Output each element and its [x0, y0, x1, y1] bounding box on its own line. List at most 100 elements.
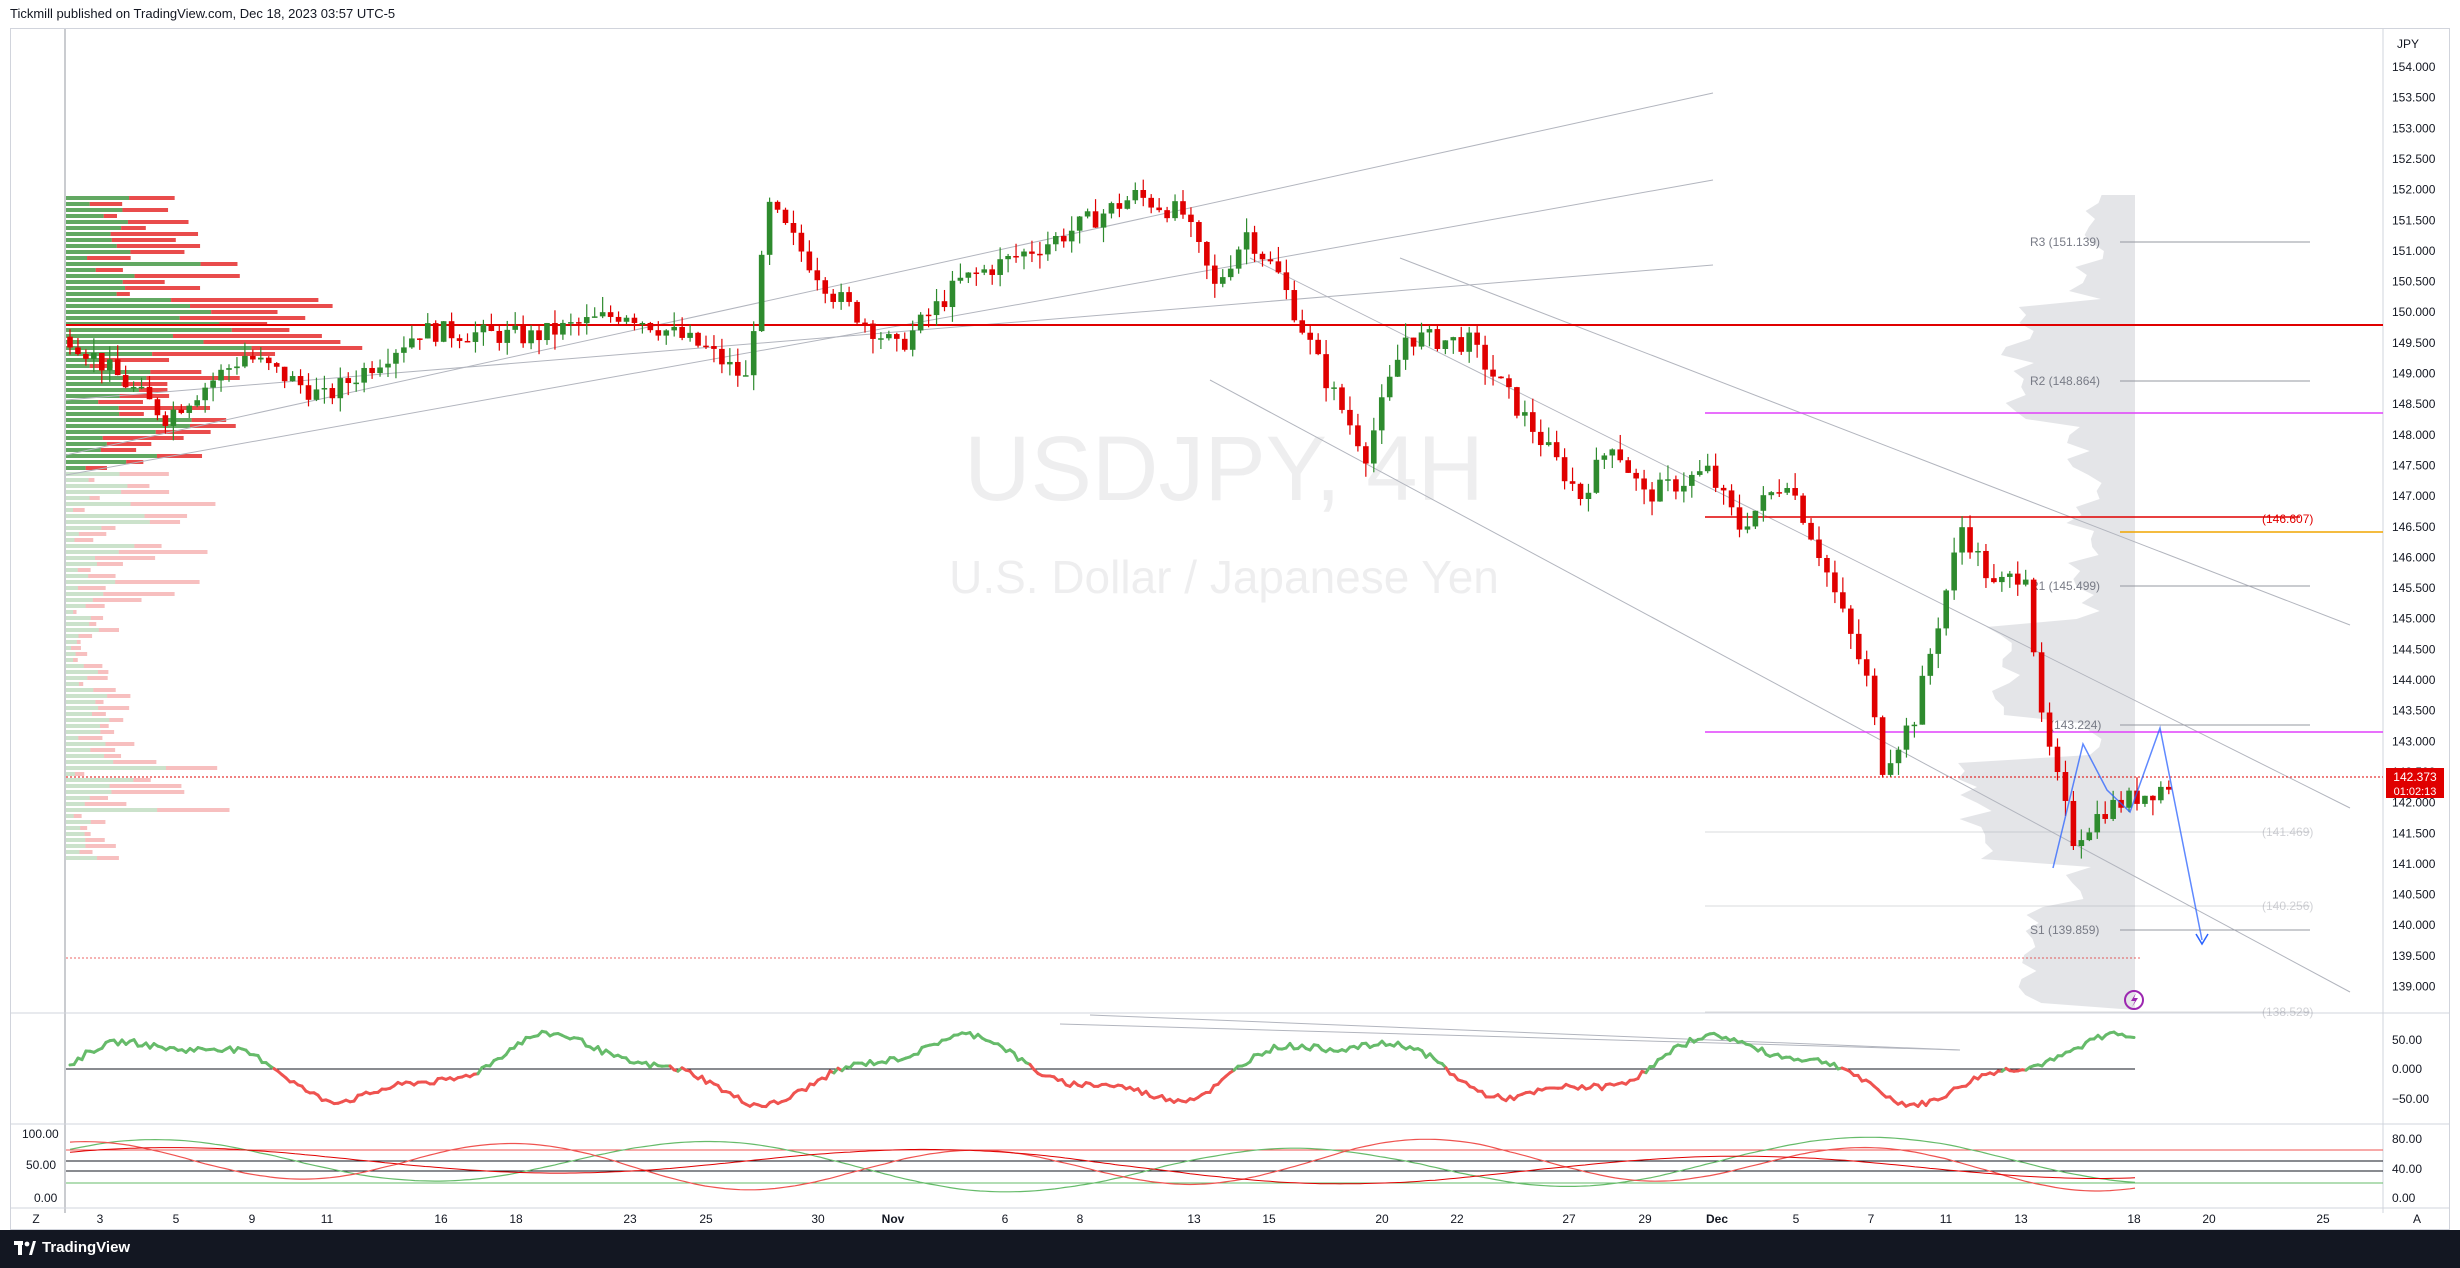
pivot-label: (146.607)	[2262, 512, 2313, 526]
candle-body	[1625, 460, 1631, 473]
candle-body	[854, 301, 860, 323]
price-tick: 139.500	[2392, 949, 2436, 963]
time-tick: Dec	[1706, 1212, 1728, 1226]
candle-body	[448, 321, 455, 339]
price-tick: 148.500	[2392, 397, 2436, 411]
candle-body	[599, 312, 606, 317]
candle-body	[432, 323, 439, 342]
candle-body	[1609, 449, 1616, 456]
candle-body	[1736, 507, 1743, 530]
auto-scale-toggle-a[interactable]: A	[2413, 1212, 2421, 1226]
candle-body	[1855, 633, 1862, 660]
candle-body	[623, 317, 630, 322]
osc2-left-0: 0.00	[34, 1191, 58, 1205]
candle-body	[2102, 814, 2108, 819]
candle-body	[385, 363, 391, 368]
candle-body	[1363, 446, 1369, 464]
candle-body	[687, 332, 693, 338]
candle-body	[782, 209, 789, 224]
candle-body	[2134, 790, 2140, 804]
candle-body	[281, 366, 288, 382]
candle-body	[2070, 800, 2077, 847]
candle-body	[1100, 213, 1107, 228]
price-axis[interactable]: JPY 154.000 153.500 153.000 152.500 152.000 1…	[2392, 37, 2436, 994]
candle-body	[258, 357, 264, 360]
chart-canvas[interactable]: USDJPY, 4H U.S. Dollar / Japanese Yen R3…	[0, 0, 2460, 1230]
pivot-label: S1 (139.859)	[2030, 923, 2099, 937]
candle-body	[2038, 652, 2045, 713]
pivot-label: (140.256)	[2262, 899, 2313, 913]
osc1-axis-50: 50.00	[2392, 1033, 2422, 1047]
candle-body	[1911, 724, 1918, 727]
time-tick: Nov	[882, 1212, 905, 1226]
candle-body	[106, 359, 113, 371]
brand[interactable]: TradingView	[14, 1239, 130, 1256]
osc1-axis-neg50: −50.00	[2392, 1092, 2429, 1106]
candle-body	[67, 336, 73, 348]
pivot-label: (141.469)	[2262, 825, 2313, 839]
price-tick: 147.500	[2392, 458, 2436, 472]
zoom-toggle-z[interactable]: Z	[32, 1212, 39, 1226]
candle-body	[1235, 249, 1242, 269]
candle-body	[393, 352, 399, 364]
candle-body	[329, 388, 336, 399]
candle-body	[1259, 253, 1266, 260]
trend-channels	[65, 92, 2351, 1051]
candle-body	[1530, 412, 1536, 432]
candle-body	[297, 376, 304, 386]
candle-body	[973, 272, 980, 275]
candle-body	[989, 269, 995, 275]
time-tick: 5	[1793, 1212, 1800, 1226]
candle-body	[1466, 332, 1472, 352]
price-tick: 152.500	[2392, 152, 2436, 166]
candle-body	[1243, 232, 1250, 250]
candle-body	[758, 254, 765, 332]
candle-body	[361, 367, 367, 383]
candle-body	[1712, 465, 1719, 488]
time-tick: 8	[1077, 1212, 1084, 1226]
candle-body	[417, 338, 423, 340]
candle-body	[1768, 492, 1775, 496]
candle-body	[480, 324, 487, 333]
candle-body	[1339, 387, 1345, 410]
candle-body	[1832, 572, 1838, 593]
candle-body	[1227, 268, 1234, 278]
candle-body	[1696, 471, 1703, 475]
pivot-label: (143.224)	[2050, 718, 2101, 732]
candle-body	[790, 223, 797, 233]
candle-body	[1156, 207, 1162, 211]
candle-body	[1720, 487, 1727, 491]
price-tick: 148.000	[2392, 428, 2436, 442]
candle-body	[1951, 552, 1957, 591]
alert-icon[interactable]	[2124, 990, 2144, 1010]
time-tick: 30	[811, 1212, 825, 1226]
momentum-oscillator-pane	[66, 1023, 2136, 1109]
candle-body	[1967, 527, 1973, 553]
time-tick: 6	[1002, 1212, 1009, 1226]
candle-body	[1450, 337, 1457, 341]
candle-body	[544, 322, 550, 341]
price-tick: 154.000	[2392, 60, 2436, 74]
candle-body	[727, 361, 733, 365]
candle-body	[742, 375, 749, 377]
price-tick: 144.500	[2392, 642, 2436, 656]
candle-body	[2142, 795, 2148, 804]
candle-body	[146, 386, 153, 400]
time-axis[interactable]: 3 5 9 11 16 18 23 25 30 Nov 6 8 13 15 20 22 27 29 Dec 5 7 11 1…	[97, 1212, 2330, 1226]
candle-body	[1434, 329, 1441, 349]
candle-body	[1045, 244, 1051, 255]
candle-body	[655, 330, 662, 336]
time-tick: 27	[1562, 1212, 1576, 1226]
time-tick: 11	[1940, 1212, 1953, 1226]
watermark-name: U.S. Dollar / Japanese Yen	[949, 551, 1499, 603]
price-tick: 142.000	[2392, 796, 2436, 810]
candle-body	[1037, 253, 1043, 256]
candle-body	[1283, 272, 1290, 291]
candle-body	[409, 338, 415, 348]
candle-body	[1315, 339, 1321, 355]
candle-body	[1275, 261, 1282, 273]
candle-body	[695, 332, 701, 346]
candle-body	[114, 359, 121, 376]
candle-body	[719, 348, 725, 365]
candle-body	[1863, 659, 1870, 676]
